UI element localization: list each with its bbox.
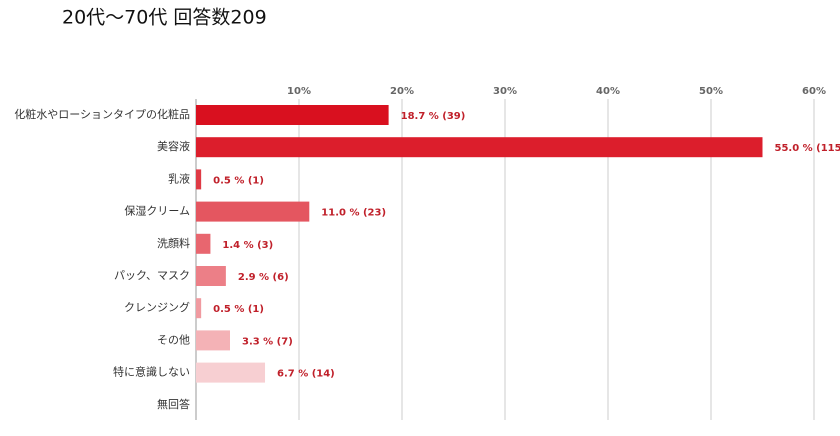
- value-label: 0.5 % (1): [213, 304, 264, 315]
- category-label: 化粧水やローションタイプの化粧品: [14, 107, 190, 121]
- category-label: その他: [157, 333, 190, 346]
- category-label: 保湿クリーム: [124, 204, 190, 218]
- value-label: 0.5 % (1): [213, 175, 264, 186]
- value-label: 55.0 % (115): [775, 143, 840, 154]
- x-tick-label: 30%: [493, 86, 517, 97]
- bar: [196, 362, 266, 383]
- bar: [196, 201, 310, 222]
- bar: [196, 298, 202, 319]
- category-label: 乳液: [168, 171, 190, 185]
- category-label: クレンジング: [124, 300, 190, 314]
- value-label: 18.7 % (39): [401, 111, 466, 122]
- bar: [196, 233, 211, 254]
- category-label: 無回答: [157, 397, 190, 411]
- value-label: 6.7 % (14): [277, 369, 335, 380]
- value-label: 1.4 % (3): [222, 240, 273, 251]
- chart-title: 20代～70代 回答数209: [62, 7, 267, 29]
- bar: [196, 266, 226, 286]
- x-tick-label: 20%: [390, 86, 414, 97]
- bar: [196, 330, 230, 351]
- category-label: 洗顔料: [157, 236, 190, 250]
- category-label: パック、マスク: [114, 269, 190, 282]
- value-label: 2.9 % (6): [238, 272, 289, 283]
- category-label: 美容液: [157, 139, 190, 153]
- value-label: 3.3 % (7): [242, 336, 293, 347]
- value-label: 11.0 % (23): [321, 208, 386, 219]
- bar: [196, 137, 763, 158]
- x-tick-label: 50%: [699, 86, 723, 97]
- x-tick-label: 10%: [287, 86, 311, 97]
- category-label: 特に意識しない: [113, 365, 190, 379]
- x-tick-label: 60%: [802, 86, 826, 97]
- x-tick-label: 40%: [596, 86, 620, 97]
- bar: [196, 105, 389, 125]
- bar: [196, 169, 202, 190]
